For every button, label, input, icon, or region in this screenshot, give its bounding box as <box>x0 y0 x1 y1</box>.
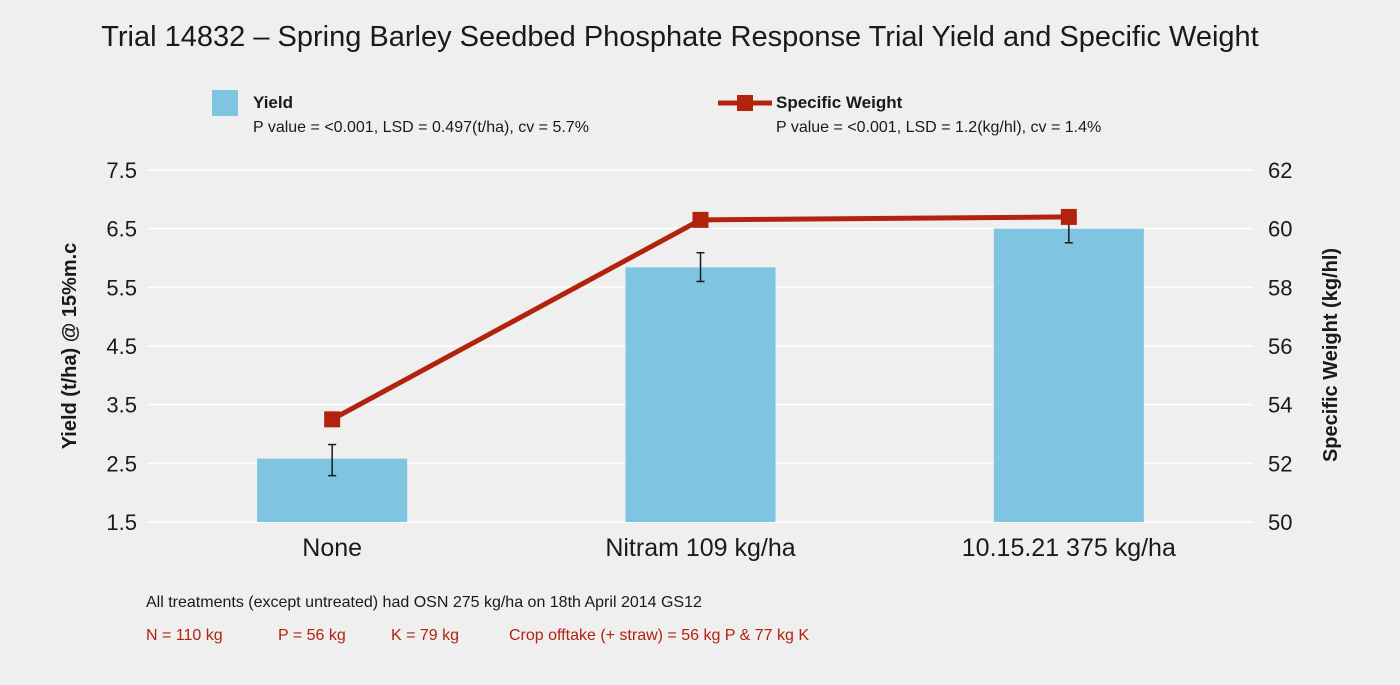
y2-axis-ticks: 50 52 54 56 58 60 62 <box>1268 158 1292 535</box>
y-axis-ticks: 1.5 2.5 3.5 4.5 5.5 6.5 7.5 <box>106 158 137 535</box>
footnote-k: K = 79 kg <box>391 627 459 644</box>
x-axis-categories: None Nitram 109 kg/ha 10.15.21 375 kg/ha <box>302 534 1176 562</box>
legend-label-specific-weight: Specific Weight <box>776 93 903 112</box>
y2-axis-label: Specific Weight (kg/hl) <box>1320 248 1342 462</box>
specific-weight-line <box>324 208 1077 428</box>
y-tick-label: 1.5 <box>106 510 137 535</box>
y2-tick-label: 52 <box>1268 451 1292 476</box>
legend-stats-yield: P value = <0.001, LSD = 0.497(t/ha), cv … <box>253 119 589 136</box>
yield-error-bars <box>328 215 1073 477</box>
y2-tick-label: 58 <box>1268 275 1292 300</box>
specific-weight-point <box>1060 208 1077 225</box>
x-category-label: Nitram 109 kg/ha <box>605 534 795 562</box>
x-category-label: 10.15.21 375 kg/ha <box>962 534 1176 562</box>
footnote-offtake: Crop offtake (+ straw) = 56 kg P & 77 kg… <box>509 627 809 644</box>
chart-title: Trial 14832 – Spring Barley Seedbed Phos… <box>101 21 1259 53</box>
legend-stats-specific-weight: P value = <0.001, LSD = 1.2(kg/hl), cv =… <box>776 119 1101 136</box>
y2-tick-label: 50 <box>1268 510 1292 535</box>
y-tick-label: 4.5 <box>106 334 137 359</box>
yield-bar <box>625 267 776 522</box>
y2-tick-label: 54 <box>1268 393 1292 418</box>
y-tick-label: 3.5 <box>106 393 137 418</box>
legend-swatch-yield <box>212 90 238 116</box>
specific-weight-point <box>692 211 709 228</box>
error-bar <box>696 251 705 283</box>
y-tick-label: 6.5 <box>106 217 137 242</box>
legend-label-yield: Yield <box>253 93 293 112</box>
y2-tick-label: 56 <box>1268 334 1292 359</box>
legend-marker-specific-weight <box>737 95 753 111</box>
y-axis-label: Yield (t/ha) @ 15%m.c <box>59 243 81 450</box>
yield-bars <box>257 228 1144 522</box>
footnote-n: N = 110 kg <box>146 627 223 644</box>
specific-weight-point <box>324 411 341 428</box>
y-tick-label: 2.5 <box>106 451 137 476</box>
y-tick-label: 5.5 <box>106 275 137 300</box>
legend: Yield P value = <0.001, LSD = 0.497(t/ha… <box>212 90 1101 136</box>
x-category-label: None <box>302 534 362 562</box>
error-bar <box>328 443 337 477</box>
yield-bar <box>993 228 1144 522</box>
y-tick-label: 7.5 <box>106 158 137 183</box>
y2-tick-label: 60 <box>1268 217 1292 242</box>
footnote-p: P = 56 kg <box>278 627 346 644</box>
y2-tick-label: 62 <box>1268 158 1292 183</box>
footnote-treatments: All treatments (except untreated) had OS… <box>146 594 702 611</box>
